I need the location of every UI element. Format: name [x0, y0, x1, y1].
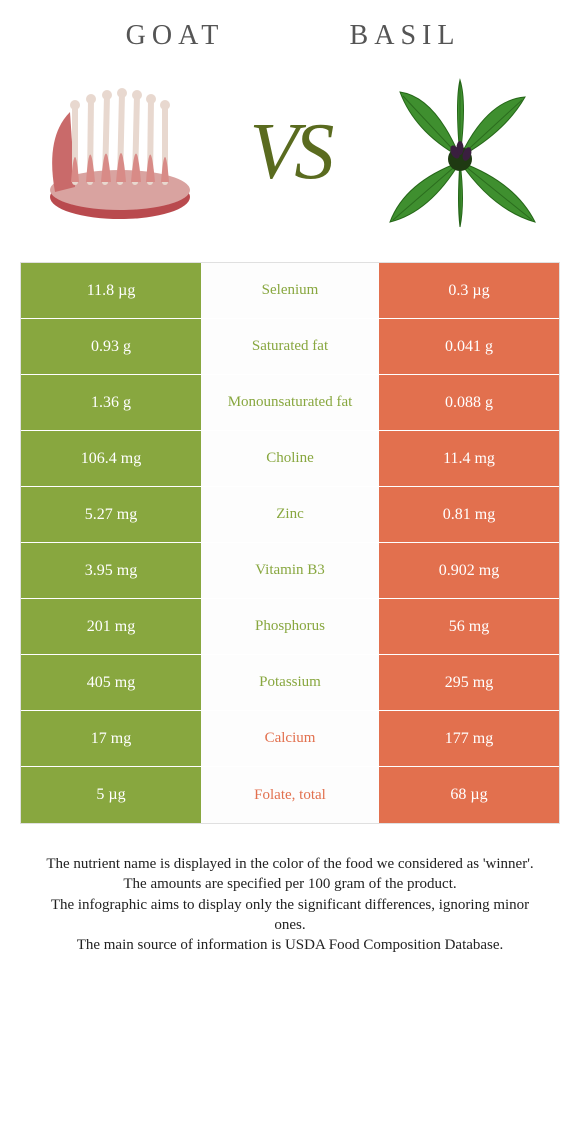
right-value-cell: 0.902 mg: [379, 543, 559, 598]
nutrient-name-cell: Saturated fat: [201, 319, 379, 374]
nutrient-name-cell: Folate, total: [201, 767, 379, 823]
right-value-cell: 0.3 µg: [379, 263, 559, 318]
nutrient-name-cell: Choline: [201, 431, 379, 486]
left-value-cell: 17 mg: [21, 711, 201, 766]
left-value-cell: 201 mg: [21, 599, 201, 654]
nutrient-name-cell: Potassium: [201, 655, 379, 710]
right-value-cell: 295 mg: [379, 655, 559, 710]
footer-line: The infographic aims to display only the…: [40, 895, 540, 936]
left-value-cell: 5.27 mg: [21, 487, 201, 542]
right-value-cell: 0.088 g: [379, 375, 559, 430]
hero-row: VS: [0, 52, 580, 262]
footer-line: The amounts are specified per 100 gram o…: [40, 874, 540, 894]
table-row: 1.36 gMonounsaturated fat0.088 g: [21, 375, 559, 431]
table-row: 5 µgFolate, total68 µg: [21, 767, 559, 823]
right-value-cell: 0.041 g: [379, 319, 559, 374]
goat-meat-icon: [35, 77, 205, 227]
left-value-cell: 11.8 µg: [21, 263, 201, 318]
left-value-cell: 1.36 g: [21, 375, 201, 430]
right-food-image: [370, 72, 550, 232]
left-food-title: GOAT: [60, 20, 290, 52]
basil-leaf-icon: [375, 72, 545, 232]
left-value-cell: 0.93 g: [21, 319, 201, 374]
table-row: 17 mgCalcium177 mg: [21, 711, 559, 767]
left-value-cell: 5 µg: [21, 767, 201, 823]
infographic-container: GOAT BASIL: [0, 0, 580, 985]
left-value-cell: 3.95 mg: [21, 543, 201, 598]
table-row: 0.93 gSaturated fat0.041 g: [21, 319, 559, 375]
comparison-table: 11.8 µgSelenium0.3 µg0.93 gSaturated fat…: [20, 262, 560, 824]
table-row: 106.4 mgCholine11.4 mg: [21, 431, 559, 487]
left-value-cell: 405 mg: [21, 655, 201, 710]
titles-row: GOAT BASIL: [0, 20, 580, 52]
table-row: 405 mgPotassium295 mg: [21, 655, 559, 711]
footer-line: The nutrient name is displayed in the co…: [40, 854, 540, 874]
right-value-cell: 177 mg: [379, 711, 559, 766]
left-food-image: [30, 72, 210, 232]
footer-notes: The nutrient name is displayed in the co…: [0, 824, 580, 955]
right-value-cell: 68 µg: [379, 767, 559, 823]
vs-label: VS: [250, 107, 331, 198]
table-row: 11.8 µgSelenium0.3 µg: [21, 263, 559, 319]
right-value-cell: 0.81 mg: [379, 487, 559, 542]
right-value-cell: 56 mg: [379, 599, 559, 654]
nutrient-name-cell: Monounsaturated fat: [201, 375, 379, 430]
nutrient-name-cell: Selenium: [201, 263, 379, 318]
table-row: 3.95 mgVitamin B30.902 mg: [21, 543, 559, 599]
left-value-cell: 106.4 mg: [21, 431, 201, 486]
right-food-title: BASIL: [290, 20, 520, 52]
table-row: 5.27 mgZinc0.81 mg: [21, 487, 559, 543]
footer-line: The main source of information is USDA F…: [40, 935, 540, 955]
nutrient-name-cell: Zinc: [201, 487, 379, 542]
table-row: 201 mgPhosphorus56 mg: [21, 599, 559, 655]
nutrient-name-cell: Calcium: [201, 711, 379, 766]
nutrient-name-cell: Vitamin B3: [201, 543, 379, 598]
nutrient-name-cell: Phosphorus: [201, 599, 379, 654]
right-value-cell: 11.4 mg: [379, 431, 559, 486]
